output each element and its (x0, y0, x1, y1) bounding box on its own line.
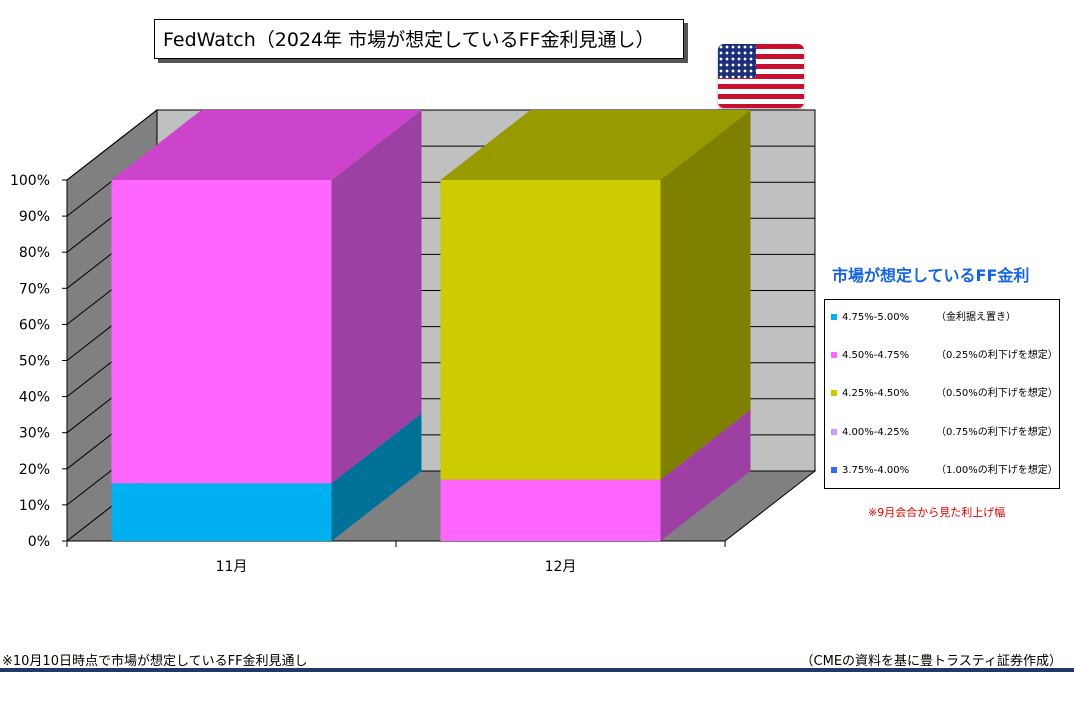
legend-swatch (831, 352, 837, 358)
legend-range: 4.25%-4.50% (842, 388, 910, 399)
bar-side-4.50%-4.75% (331, 110, 422, 484)
bar-11月-4.75%-5.00% (111, 483, 332, 541)
red-note: ※9月会合から見た利上げ幅 (868, 506, 1006, 519)
y-tick-label: 0% (28, 534, 50, 550)
legend-desc: （0.50%の利下げを想定） (936, 388, 1058, 399)
legend-range: 3.75%-4.00% (842, 465, 910, 476)
bar-side-4.75%-5.00% (331, 413, 422, 541)
y-tick-label: 80% (19, 245, 50, 261)
y-tick-label: 100% (10, 173, 50, 189)
bar-12月-4.50%-4.75% (440, 479, 661, 541)
legend-title: 市場が想定しているFF金利 (832, 266, 1030, 285)
legend-range: 4.00%-4.25% (842, 427, 910, 438)
legend-item: 4.00%-4.25% （0.75%の利下げを想定） (831, 425, 1058, 441)
legend-range: 4.50%-4.75% (842, 350, 910, 361)
legend-swatch (831, 467, 837, 473)
y-tick-label: 30% (19, 426, 50, 442)
footnote-right: （CMEの資料を基に豊トラスティ証券作成） (800, 654, 1062, 669)
us-flag-icon (718, 44, 804, 108)
x-tick-label: 12月 (545, 559, 577, 575)
legend-desc: （金利据え置き） (936, 312, 1016, 323)
y-tick-label: 40% (19, 390, 50, 406)
y-tick-label: 60% (19, 317, 50, 333)
bar-12月-4.25%-4.50% (440, 180, 661, 480)
footnote-left: ※10月10日時点で市場が想定しているFF金利見通し (2, 654, 308, 669)
y-tick-label: 20% (19, 462, 50, 478)
legend-swatch (831, 429, 837, 435)
bar-11月-4.50%-4.75% (111, 180, 332, 484)
x-tick-label: 11月 (216, 559, 248, 575)
legend: 4.75%-5.00% （金利据え置き） 4.50%-4.75% （0.25%の利下… (824, 299, 1060, 489)
bottom-rule (0, 668, 1074, 672)
bar-top-4.25%-4.50% (440, 110, 751, 180)
legend-range: 4.75%-5.00% (842, 312, 910, 323)
chart-title: FedWatch（2024年 市場が想定しているFF金利見通し） (154, 19, 684, 59)
legend-desc: （1.00%の利下げを想定） (936, 465, 1058, 476)
y-tick-label: 10% (19, 498, 50, 514)
y-tick-label: 70% (19, 281, 50, 297)
legend-item: 3.75%-4.00% （1.00%の利下げを想定） (831, 463, 1058, 479)
flag-canton (718, 44, 756, 78)
legend-item: 4.75%-5.00% （金利据え置き） (831, 310, 1016, 326)
y-tick-label: 90% (19, 209, 50, 225)
y-tick-label: 50% (19, 354, 50, 370)
legend-swatch (831, 314, 837, 320)
bar-top-4.50%-4.75% (111, 110, 422, 180)
bar-side-4.25%-4.50% (660, 110, 751, 480)
legend-desc: （0.25%の利下げを想定） (936, 350, 1058, 361)
legend-item: 4.50%-4.75% （0.25%の利下げを想定） (831, 348, 1058, 364)
legend-swatch (831, 390, 837, 396)
legend-item: 4.25%-4.50% （0.50%の利下げを想定） (831, 386, 1058, 402)
bar-side-4.50%-4.75% (660, 409, 751, 541)
legend-desc: （0.75%の利下げを想定） (936, 427, 1058, 438)
